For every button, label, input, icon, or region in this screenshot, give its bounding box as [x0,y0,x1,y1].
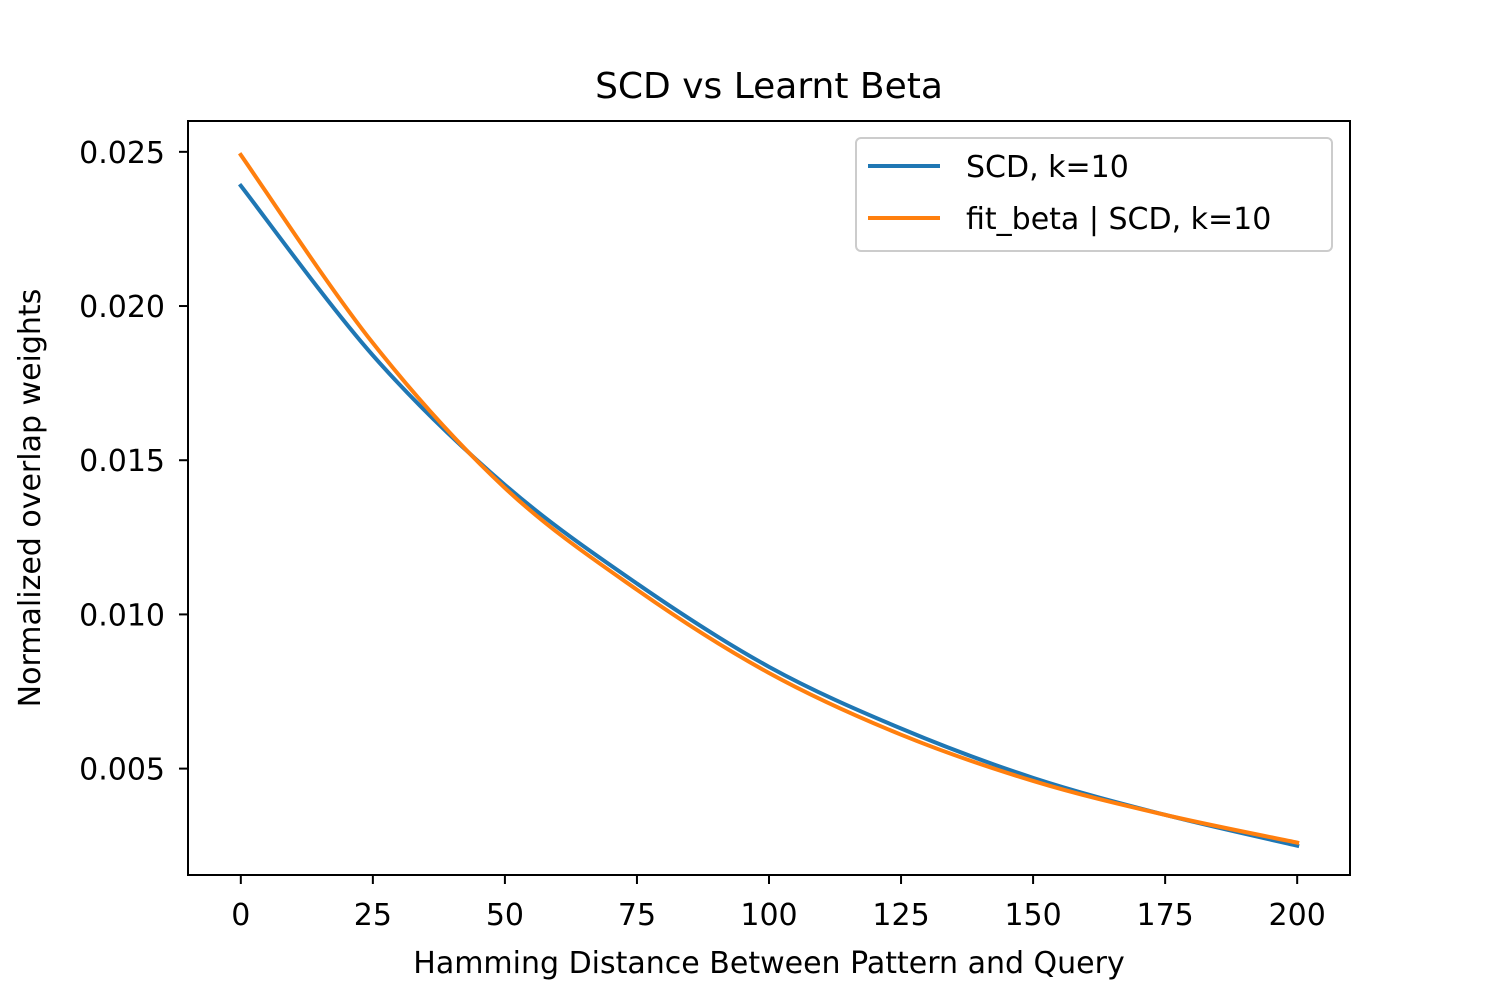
x-tick-label: 125 [872,898,929,933]
x-tick-label: 50 [486,898,524,933]
y-tick-label: 0.010 [79,598,165,633]
plot-area [238,152,1300,849]
y-tick-label: 0.020 [79,290,165,325]
legend-box [855,137,1333,252]
x-tick-label: 0 [231,898,250,933]
y-tick-label: 0.025 [79,136,165,171]
x-tick-label: 25 [354,898,392,933]
legend-label-2: fit_beta | SCD, k=10 [966,202,1271,237]
legend-label-1: SCD, k=10 [966,150,1129,185]
y-tick-label: 0.005 [79,753,165,788]
x-tick-label: 200 [1269,898,1326,933]
y-axis-title: Normalized overlap weights [13,289,48,708]
x-tick-label: 175 [1137,898,1194,933]
y-tick-label: 0.015 [79,444,165,479]
x-tick-label: 75 [618,898,656,933]
x-axis-title: Hamming Distance Between Pattern and Que… [413,946,1124,981]
series-line-2 [238,152,1300,845]
legend: SCD, k=10 fit_beta | SCD, k=10 [855,137,1333,252]
x-tick-label: 150 [1004,898,1061,933]
chart-title: SCD vs Learnt Beta [595,66,943,107]
y-axis: 0.005 0.010 0.015 0.020 0.025 [79,136,188,788]
x-axis: 0 25 50 75 100 125 150 175 200 [231,875,1326,933]
x-tick-label: 100 [740,898,797,933]
